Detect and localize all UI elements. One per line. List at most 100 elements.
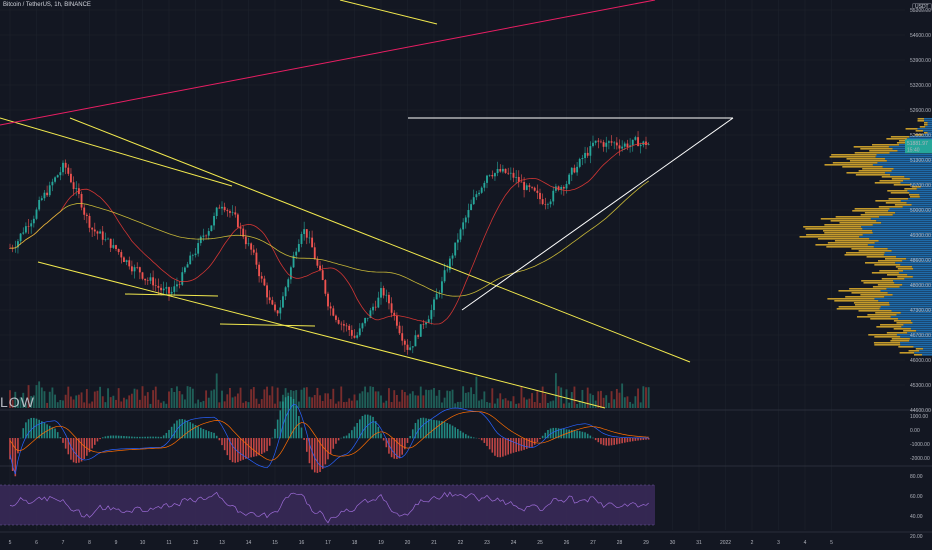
volume-bar (77, 394, 80, 408)
volume-bar (300, 389, 303, 408)
volume-bar (390, 402, 393, 408)
candle-body (32, 218, 35, 224)
volume-profile-bar (911, 320, 932, 322)
volume-profile-bar (879, 308, 932, 310)
volume-bar (80, 392, 83, 408)
volume-bar (83, 402, 86, 408)
volume-profile-bar (806, 234, 863, 236)
volume-bar (507, 400, 510, 408)
volume-bar (207, 397, 210, 408)
macd-histogram-bar (459, 430, 462, 439)
candle-body (594, 140, 597, 143)
candle-body (22, 232, 25, 234)
volume-bar (560, 387, 563, 408)
x-axis-label: 23 (484, 540, 490, 546)
volume-profile-bar (912, 322, 932, 324)
macd-histogram-bar (14, 438, 17, 477)
macd-histogram-bar (388, 438, 390, 454)
candle-body (361, 323, 364, 329)
volume-bar (539, 402, 541, 408)
volume-bar (229, 387, 231, 408)
macd-histogram-bar (642, 438, 645, 440)
candle-body (202, 235, 205, 237)
candle-body (385, 294, 388, 296)
volume-bar (197, 399, 200, 408)
volume-bar (274, 403, 276, 408)
volume-profile-bar (909, 338, 932, 340)
volume-profile-bar (860, 294, 893, 296)
x-axis-label: 9 (115, 540, 118, 546)
macd-histogram-bar (141, 436, 144, 439)
candle-body (80, 193, 83, 208)
volume-profile-bar (874, 264, 901, 266)
macd-histogram-bar (186, 420, 189, 439)
volume-profile-bar (913, 354, 923, 356)
candle-body (149, 277, 152, 281)
volume-profile-bar (890, 174, 932, 176)
volume-bar (133, 388, 136, 408)
volume-profile-bar (844, 254, 884, 256)
macd-histogram-bar (634, 438, 637, 441)
volume-bar (101, 396, 104, 408)
x-axis-label: 22 (458, 540, 464, 546)
volume-profile-bar (907, 274, 932, 276)
volume-bar (88, 403, 91, 408)
candle-body (480, 187, 483, 193)
volume-bar (303, 387, 306, 408)
volume-profile-bar (891, 310, 932, 312)
volume-bar (19, 397, 22, 408)
volume-bar (544, 393, 547, 408)
candle-body (578, 158, 581, 167)
candle-body (239, 227, 242, 229)
volume-profile-bar (896, 256, 932, 258)
candle-body (335, 315, 337, 320)
macd-histogram-bar (136, 436, 138, 439)
candle-body (533, 187, 536, 191)
volume-profile-bar (897, 268, 914, 270)
candles (9, 131, 650, 355)
volume-profile-bar (869, 150, 898, 152)
volume-profile-bar (886, 160, 932, 162)
candle-body (260, 276, 263, 279)
macd-histogram-bar (510, 438, 512, 454)
macd-histogram-bar (353, 426, 356, 439)
candle-body (504, 168, 507, 173)
volume-bar (173, 391, 176, 408)
volume-profile-bar (867, 244, 932, 246)
candle-body (83, 207, 86, 215)
volume-profile-bar (890, 316, 932, 318)
volume-bar (488, 402, 491, 408)
volume-bar (226, 394, 229, 408)
volume-profile-bar (878, 206, 903, 208)
macd-histogram-bar (457, 429, 459, 439)
macd-histogram-bar (539, 438, 541, 440)
volume-bar (446, 390, 449, 408)
volume-profile-bar (924, 132, 928, 134)
macd-histogram-bar (157, 436, 160, 439)
volume-profile-bar (874, 298, 932, 300)
candle-body (160, 287, 162, 291)
volume-bar (11, 399, 14, 408)
candle-body (316, 259, 319, 266)
volume-profile-bar (849, 288, 887, 290)
volume-profile-bar (900, 344, 932, 346)
macd-histogram-bar (586, 433, 589, 439)
macd-histogram-bar (536, 438, 539, 443)
candle-body (186, 264, 189, 268)
volume-profile-bar (903, 330, 917, 332)
volume-bar (120, 401, 123, 408)
macd-histogram-bar (295, 406, 297, 439)
volume-profile-bar (872, 164, 932, 166)
volume-bar (327, 393, 329, 408)
x-axis-label: 20 (405, 540, 411, 546)
macd-histogram-bar (592, 437, 594, 439)
volume-profile-bar (889, 302, 932, 304)
candle-body (207, 231, 210, 236)
currency-badge[interactable]: USDT (912, 3, 932, 11)
candle-body (435, 293, 438, 300)
volume-bar (441, 402, 443, 408)
volume-bar (255, 398, 258, 408)
volume-profile-bar (875, 312, 901, 314)
volume-profile-bar (894, 282, 932, 284)
